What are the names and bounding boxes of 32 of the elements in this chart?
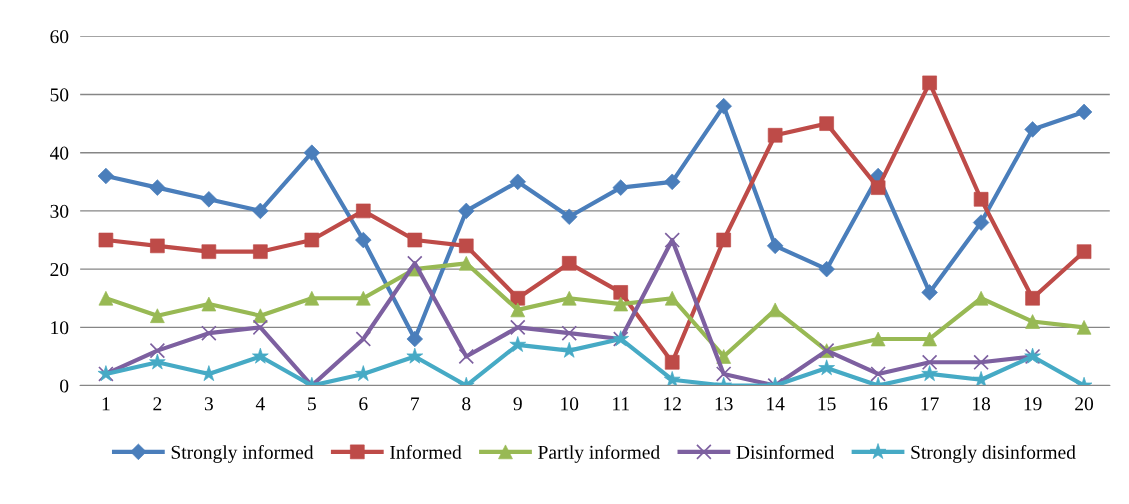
legend-label: Strongly informed	[171, 444, 314, 463]
legend-label: Strongly disinformed	[911, 444, 1076, 463]
y-tick-label: 20	[50, 262, 69, 277]
y-tick-label: 40	[49, 146, 69, 160]
x-tick-label: 11	[613, 397, 629, 411]
y-tick-label: 0	[60, 379, 69, 393]
x-tick-label: 20	[1075, 397, 1094, 411]
x-tick-label: 8	[462, 397, 471, 411]
y-tick-label: 30	[50, 204, 69, 218]
x-tick-label: 19	[1024, 397, 1042, 411]
y-tick-label: 10	[51, 321, 69, 335]
x-tick-label: 15	[818, 397, 836, 411]
x-tick-label: 5	[308, 397, 316, 411]
y-tick-label: 50	[50, 88, 69, 102]
legend-label: Disinformed	[736, 444, 835, 459]
x-tick-label: 12	[664, 397, 681, 411]
x-tick-label: 6	[359, 397, 368, 411]
x-tick-label: 9	[513, 397, 522, 411]
x-tick-label: 1	[102, 397, 110, 411]
x-tick-label: 7	[411, 397, 420, 411]
x-tick-label: 13	[715, 397, 733, 411]
x-tick-label: 2	[153, 397, 162, 411]
x-tick-label: 17	[921, 397, 939, 411]
x-tick-label: 10	[561, 397, 579, 411]
legend-label: Informed	[390, 444, 462, 459]
x-tick-label: 14	[767, 397, 785, 411]
x-tick-label: 3	[204, 397, 213, 411]
y-tick-label: 60	[50, 30, 69, 44]
legend-label: Partly informed	[538, 444, 660, 463]
x-tick-label: 18	[973, 397, 991, 411]
x-tick-label: 16	[870, 397, 888, 411]
x-tick-label: 4	[255, 397, 265, 411]
